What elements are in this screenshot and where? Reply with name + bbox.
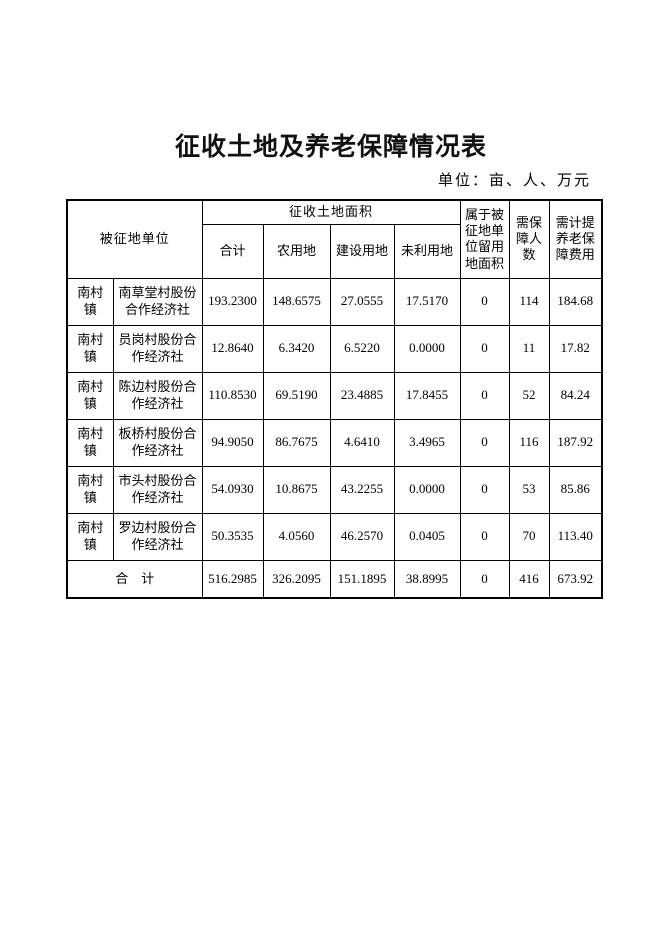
- table-row: 南村镇 员岗村股份合作经济社 12.8640 6.3420 6.5220 0.0000 0 1…: [66, 324, 603, 373]
- header-reserved-land: 属于被 征地单 位留用 地面积: [459, 199, 510, 279]
- unused-cell: 3.4965: [393, 418, 461, 467]
- table-row: 南村镇 市头村股份合作经济社 54.0930 10.8675 43.2255 0.0000…: [66, 465, 603, 514]
- header-people-count: 需保 障人 数: [508, 199, 550, 279]
- town-cell: 南村镇: [66, 465, 114, 514]
- unused-cell: 17.8455: [393, 371, 461, 420]
- total-unused-cell: 38.8995: [393, 559, 461, 599]
- total-label-cell: 合 计: [66, 559, 203, 599]
- total-cell: 193.2300: [201, 277, 264, 326]
- header-total: 合计: [201, 223, 264, 279]
- header-expropriated-unit: 被征地单位: [66, 199, 203, 279]
- reserved-cell: 0: [459, 324, 510, 373]
- village-cell: 罗边村股份合作经济社: [112, 512, 203, 561]
- town-cell: 南村镇: [66, 324, 114, 373]
- fee-cell: 184.68: [548, 277, 603, 326]
- total-agricultural-cell: 326.2095: [262, 559, 331, 599]
- header-land-area-group: 征收土地面积: [201, 199, 461, 225]
- table-row: 南村镇 罗边村股份合作经济社 50.3535 4.0560 46.2570 0.0405 0…: [66, 512, 603, 561]
- table-header: 被征地单位 征收土地面积 属于被 征地单 位留用 地面积 需保 障人 数 需计提…: [66, 199, 603, 279]
- people-cell: 52: [508, 371, 550, 420]
- fee-cell: 187.92: [548, 418, 603, 467]
- people-cell: 11: [508, 324, 550, 373]
- header-construction: 建设用地: [329, 223, 395, 279]
- table-footer: 合 计 516.2985 326.2095 151.1895 38.8995 0…: [66, 559, 603, 599]
- people-cell: 70: [508, 512, 550, 561]
- village-cell: 板桥村股份合作经济社: [112, 418, 203, 467]
- header-row-2: 合计 农用地 建设用地 未利用地: [67, 223, 602, 279]
- village-cell: 员岗村股份合作经济社: [112, 324, 203, 373]
- fee-cell: 85.86: [548, 465, 603, 514]
- reserved-cell: 0: [459, 418, 510, 467]
- total-cell: 54.0930: [201, 465, 264, 514]
- total-total-cell: 516.2985: [201, 559, 264, 599]
- people-cell: 53: [508, 465, 550, 514]
- total-cell: 12.8640: [201, 324, 264, 373]
- town-cell: 南村镇: [66, 418, 114, 467]
- people-cell: 116: [508, 418, 550, 467]
- pension-table: 被征地单位 征收土地面积 属于被 征地单 位留用 地面积 需保 障人 数 需计提…: [66, 199, 604, 599]
- people-cell: 114: [508, 277, 550, 326]
- fee-cell: 113.40: [548, 512, 603, 561]
- header-row-1: 被征地单位 征收土地面积 属于被 征地单 位留用 地面积 需保 障人 数 需计提…: [66, 199, 603, 279]
- agricultural-cell: 86.7675: [262, 418, 331, 467]
- construction-cell: 46.2570: [329, 512, 395, 561]
- agricultural-cell: 69.5190: [262, 371, 331, 420]
- town-cell: 南村镇: [66, 512, 114, 561]
- reserved-cell: 0: [459, 277, 510, 326]
- agricultural-cell: 6.3420: [262, 324, 331, 373]
- total-fee-cell: 673.92: [548, 559, 603, 599]
- header-pension-fee: 需计提 养老保 障费用: [548, 199, 603, 279]
- fee-cell: 17.82: [548, 324, 603, 373]
- village-cell: 陈边村股份合作经济社: [112, 371, 203, 420]
- table-row: 南村镇 南草堂村股份合作经济社 193.2300 148.6575 27.0555 17.…: [66, 277, 603, 326]
- table-row: 南村镇 陈边村股份合作经济社 110.8530 69.5190 23.4885 17.84…: [66, 371, 603, 420]
- town-cell: 南村镇: [66, 277, 114, 326]
- unused-cell: 17.5170: [393, 277, 461, 326]
- total-people-cell: 416: [508, 559, 550, 599]
- document-title: 征收土地及养老保障情况表: [174, 133, 487, 161]
- total-construction-cell: 151.1895: [329, 559, 395, 599]
- table-row: 南村镇 板桥村股份合作经济社 94.9050 86.7675 4.6410 3.4965 0…: [66, 418, 603, 467]
- total-cell: 50.3535: [201, 512, 264, 561]
- total-cell: 94.9050: [201, 418, 264, 467]
- header-unused: 未利用地: [393, 223, 461, 279]
- construction-cell: 23.4885: [329, 371, 395, 420]
- agricultural-cell: 4.0560: [262, 512, 331, 561]
- construction-cell: 6.5220: [329, 324, 395, 373]
- table-body: 南村镇 南草堂村股份合作经济社 193.2300 148.6575 27.0555 17.…: [66, 277, 603, 561]
- total-row: 合 计 516.2985 326.2095 151.1895 38.8995 0…: [66, 559, 603, 599]
- reserved-cell: 0: [459, 512, 510, 561]
- reserved-cell: 0: [459, 465, 510, 514]
- unused-cell: 0.0000: [393, 465, 461, 514]
- total-cell: 110.8530: [201, 371, 264, 420]
- header-agricultural: 农用地: [262, 223, 331, 279]
- agricultural-cell: 148.6575: [262, 277, 331, 326]
- total-reserved-cell: 0: [459, 559, 510, 599]
- unit-note: 单位：亩、人、万元: [437, 173, 591, 189]
- construction-cell: 27.0555: [329, 277, 395, 326]
- construction-cell: 4.6410: [329, 418, 395, 467]
- reserved-cell: 0: [459, 371, 510, 420]
- village-cell: 市头村股份合作经济社: [112, 465, 203, 514]
- agricultural-cell: 10.8675: [262, 465, 331, 514]
- town-cell: 南村镇: [66, 371, 114, 420]
- unused-cell: 0.0405: [393, 512, 461, 561]
- fee-cell: 84.24: [548, 371, 603, 420]
- unused-cell: 0.0000: [393, 324, 461, 373]
- village-cell: 南草堂村股份合作经济社: [112, 277, 203, 326]
- construction-cell: 43.2255: [329, 465, 395, 514]
